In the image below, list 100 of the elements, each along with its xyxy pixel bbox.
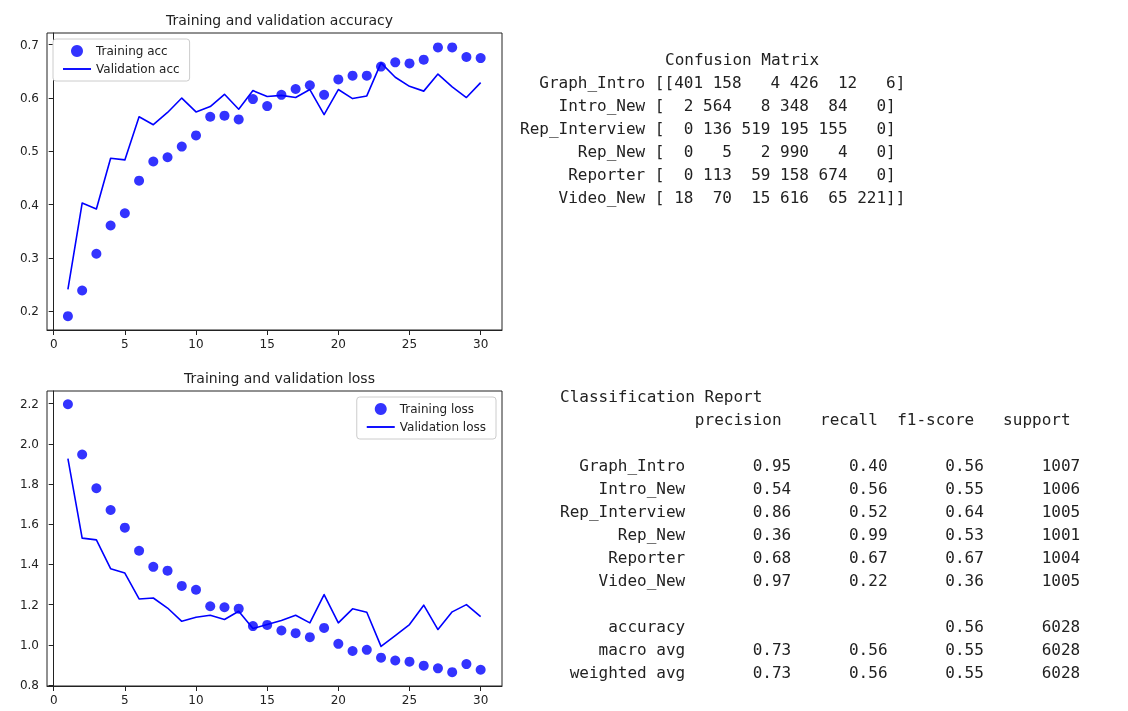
y-tick-label: 1.4 [19, 557, 39, 572]
point [333, 74, 344, 85]
x-tick-label: 20 [330, 337, 346, 351]
x-tick-label: 25 [401, 693, 418, 707]
y-tick-label: 0.3 [19, 251, 39, 266]
y-tick-label: 0.6 [19, 91, 39, 106]
text: Confusion Matrix [664, 49, 821, 71]
x-tick-label: 20 [330, 693, 346, 707]
point [447, 667, 458, 678]
x-tick-label: 30 [473, 337, 489, 351]
point [119, 522, 130, 533]
chart-title: Training and validation accuracy [164, 12, 394, 28]
y-tick-label: 2.0 [19, 436, 39, 451]
point [418, 660, 429, 671]
point [347, 646, 358, 657]
point [319, 89, 330, 100]
point [219, 602, 230, 613]
x-tick-label: 10 [188, 337, 204, 351]
text: precision recall f1-score support [693, 409, 1072, 431]
point [361, 70, 372, 81]
point [77, 449, 88, 460]
text: Reporter [ 0 113 59 158 674 0] [567, 164, 897, 186]
point [390, 655, 401, 666]
y-tick-label: 0.2 [19, 304, 39, 319]
point [134, 545, 145, 556]
point [191, 130, 202, 141]
text: Video_New [ 18 70 15 616 65 221]] [557, 187, 906, 209]
point [205, 111, 216, 122]
y-tick-label: 1.8 [19, 477, 39, 492]
point [134, 175, 145, 186]
point [176, 580, 187, 591]
point [361, 644, 372, 655]
y-tick-label: 2.2 [19, 396, 39, 411]
legend-label: Validation acc [96, 62, 180, 76]
y-tick-label: 0.7 [19, 37, 39, 52]
text: Video_New 0.97 0.22 0.36 1005 [597, 570, 1081, 592]
y-tick-label: 0.4 [19, 197, 39, 212]
point [404, 58, 415, 69]
y-tick-label: 1.0 [19, 637, 39, 652]
point [290, 628, 301, 639]
point [148, 561, 159, 572]
x-tick-label: 5 [121, 337, 129, 351]
point [276, 625, 287, 636]
point [91, 483, 102, 494]
x-tick-label: 15 [259, 693, 275, 707]
point [418, 54, 429, 65]
point [290, 83, 301, 94]
point [62, 311, 73, 322]
text: Rep_Interview [ 0 136 519 195 155 0] [520, 118, 897, 140]
point [162, 565, 173, 576]
point [119, 208, 130, 219]
text: Graph_Intro 0.95 0.40 0.56 1007 [578, 455, 1081, 477]
text: Intro_New [ 2 564 8 348 84 0] [557, 95, 897, 117]
point [304, 632, 315, 643]
point [62, 399, 73, 410]
text: macro avg 0.73 0.56 0.55 6028 [597, 639, 1081, 661]
point [333, 638, 344, 649]
legend-label: Training loss [398, 402, 475, 416]
point [233, 114, 244, 125]
point [262, 101, 273, 112]
point [347, 70, 358, 81]
point [162, 152, 173, 163]
point [191, 584, 202, 595]
point [461, 52, 472, 62]
point [105, 504, 116, 515]
line-series [67, 457, 482, 648]
text: Rep_New [ 0 5 2 990 4 0] [576, 141, 897, 163]
point [105, 220, 116, 231]
x-tick-label: 30 [473, 693, 489, 707]
point [447, 42, 458, 53]
point [205, 601, 216, 612]
x-tick-label: 0 [49, 693, 58, 707]
line-series [67, 62, 482, 291]
y-tick-label: 1.2 [19, 597, 39, 612]
text: accuracy 0.56 6028 [607, 616, 1081, 638]
x-tick-label: 5 [121, 693, 129, 707]
point [461, 659, 472, 670]
x-tick-label: 25 [401, 337, 418, 351]
point [176, 141, 187, 152]
y-tick-label: 1.6 [19, 517, 39, 532]
text: Classification Report [560, 386, 764, 408]
point [475, 53, 486, 64]
text: Rep_New 0.36 0.99 0.53 1001 [616, 524, 1081, 546]
text: Rep_Interview 0.86 0.52 0.64 1005 [560, 501, 1081, 523]
point [404, 656, 415, 667]
point [148, 156, 159, 167]
legend-label: Training acc [95, 44, 168, 58]
point [91, 248, 102, 259]
legend-label: Validation loss [399, 420, 486, 434]
x-tick-label: 15 [259, 337, 275, 351]
text: Graph_Intro [[401 158 4 426 12 6] [538, 72, 906, 94]
point [304, 80, 315, 91]
y-tick-label: 0.5 [19, 144, 39, 159]
y-tick-label: 0.8 [19, 678, 39, 692]
point [432, 663, 443, 674]
x-tick-label: 0 [49, 337, 58, 351]
text: weighted avg 0.73 0.56 0.55 6028 [568, 662, 1081, 684]
point [432, 42, 443, 53]
point [319, 622, 330, 633]
point [475, 664, 486, 675]
